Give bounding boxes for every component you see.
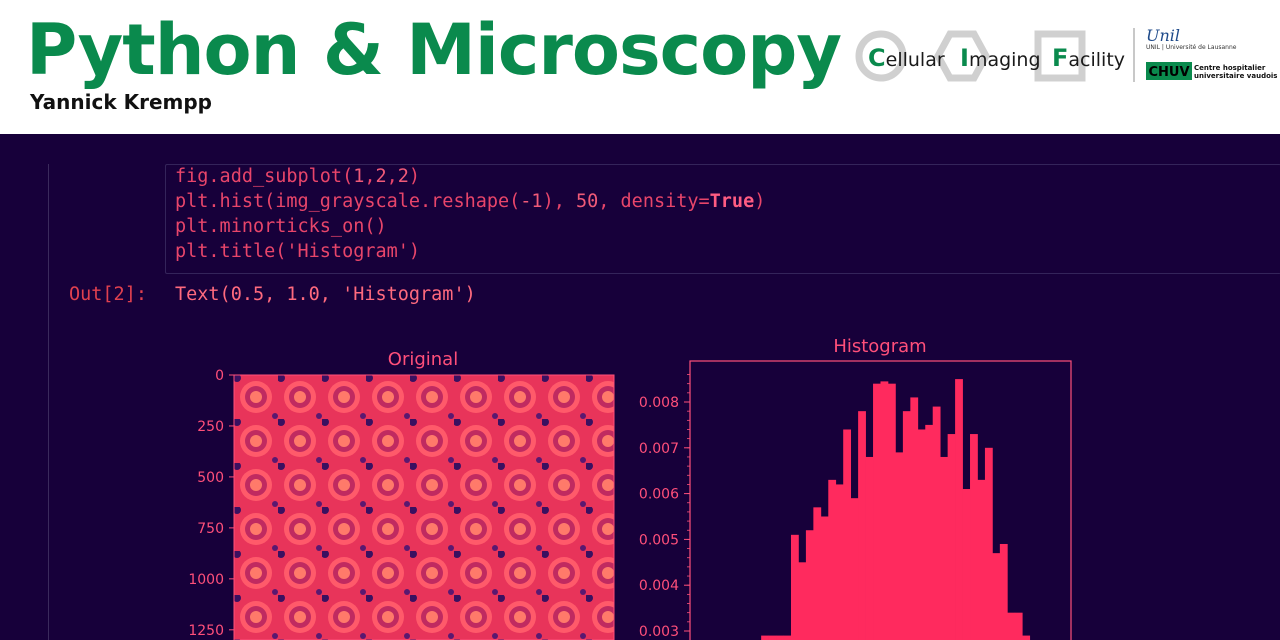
- original-y-tick-label: 500: [197, 470, 224, 486]
- histogram-y-tick-label: 0.008: [639, 395, 679, 411]
- histogram-bar: [790, 534, 799, 640]
- original-image: [234, 375, 614, 640]
- chuv-caption-line1: Centre hospitalier: [1194, 64, 1266, 72]
- facility-word-facility: Facility: [1052, 44, 1126, 72]
- original-y-tick-label: 1250: [188, 623, 224, 639]
- histogram-bar: [761, 635, 769, 640]
- histogram-y-tick-label: 0.004: [639, 578, 679, 594]
- chuv-caption: Centre hospitalier universitaire vaudois: [1194, 64, 1277, 80]
- code-line-3: plt.minorticks_on(): [175, 216, 387, 237]
- histogram-bar: [984, 447, 993, 640]
- histogram-bar: [858, 411, 866, 640]
- histogram-bar: [828, 479, 837, 640]
- unil-logo: Unil: [1146, 26, 1181, 45]
- histogram-bar: [925, 424, 934, 640]
- original-y-tick-label: 750: [197, 521, 224, 537]
- histogram-bar: [955, 379, 963, 640]
- chuv-logo-mark: CHUV: [1146, 62, 1192, 80]
- original-y-tick-label: 1000: [188, 572, 224, 588]
- facility-word-cellular: Cellular: [868, 44, 945, 72]
- original-title: Original: [388, 349, 458, 370]
- histogram-bar: [805, 530, 814, 640]
- histogram-bar: [932, 406, 941, 640]
- facility-logo-shapes: [855, 30, 1086, 82]
- histogram-bar: [917, 429, 926, 640]
- histogram-axes: [689, 360, 1072, 640]
- histogram-title: Histogram: [833, 336, 926, 357]
- histogram-bar: [887, 383, 896, 640]
- histogram-bar: [970, 434, 978, 640]
- slide-title: Python & Microscopy: [26, 9, 842, 91]
- histogram-bar: [776, 635, 784, 640]
- histogram-bar: [835, 484, 844, 640]
- histogram-subplot: Histogram 0.008 0.007 0.006 0.005 0.004 0.003: [639, 336, 1072, 640]
- histogram-bar: [783, 635, 792, 640]
- histogram-y-tick-label: 0.003: [639, 624, 679, 640]
- code-line-4: plt.title('Histogram'): [175, 241, 421, 262]
- code-line-1: fig.add_subplot(1,2,2): [175, 166, 421, 187]
- output-prompt: Out[2]:: [69, 284, 147, 305]
- histogram-bar: [880, 381, 889, 640]
- facility-word-imaging: Imaging: [960, 44, 1041, 72]
- chuv-logo-text: CHUV: [1148, 65, 1189, 80]
- original-y-tick-label: 0: [215, 368, 224, 384]
- histogram-bar: [999, 543, 1008, 640]
- histogram-bar: [1014, 612, 1023, 640]
- unil-caption: UNIL | Université de Lausanne: [1146, 44, 1237, 51]
- figure-output: Original 0 250 500 750 1000 1250 Histogram 0.…: [188, 336, 1072, 640]
- histogram-bar: [850, 498, 859, 640]
- code-line-2: plt.hist(img_grayscale.reshape(-1), 50, …: [175, 191, 766, 212]
- histogram-bar: [895, 452, 904, 640]
- histogram-y-tick-label: 0.006: [639, 487, 679, 503]
- histogram-bar: [798, 562, 807, 640]
- histogram-y-tick-label: 0.005: [639, 532, 679, 548]
- histogram-bar: [820, 516, 829, 640]
- histogram-bar: [843, 429, 852, 640]
- histogram-bar: [1022, 635, 1031, 640]
- author-name: Yannick Krempp: [30, 90, 212, 114]
- logo-divider: [1133, 28, 1135, 82]
- histogram-y-tick-label: 0.007: [639, 441, 679, 457]
- histogram-bar: [902, 411, 911, 640]
- histogram-bar: [992, 553, 1001, 640]
- notebook-area: fig.add_subplot(1,2,2) plt.hist(img_gray…: [0, 134, 1280, 640]
- code-cell-input[interactable]: [165, 164, 1280, 274]
- histogram-bar: [768, 635, 777, 640]
- histogram-bar: [940, 456, 948, 640]
- cell-left-border: [48, 164, 49, 640]
- histogram-bar: [947, 434, 956, 640]
- chuv-caption-line2: universitaire vaudois: [1194, 72, 1278, 80]
- original-subplot: Original 0 250 500 750 1000 1250: [188, 349, 615, 640]
- chuv-logo: CHUV: [1146, 60, 1192, 86]
- histogram-bar: [962, 489, 971, 640]
- histogram-bar: [873, 383, 881, 640]
- histogram-bar: [813, 507, 822, 640]
- cellular-imaging-facility-logo: Cellular Imaging Facility: [852, 26, 1142, 86]
- histogram-bar: [1007, 612, 1016, 640]
- histogram-bar: [865, 456, 874, 640]
- slide-header: Python & Microscopy Yannick Krempp Cellu…: [0, 0, 1280, 134]
- original-y-tick-label: 250: [197, 419, 224, 435]
- histogram-bar: [910, 397, 919, 640]
- output-text: Text(0.5, 1.0, 'Histogram'): [175, 284, 476, 305]
- histogram-bar: [977, 479, 986, 640]
